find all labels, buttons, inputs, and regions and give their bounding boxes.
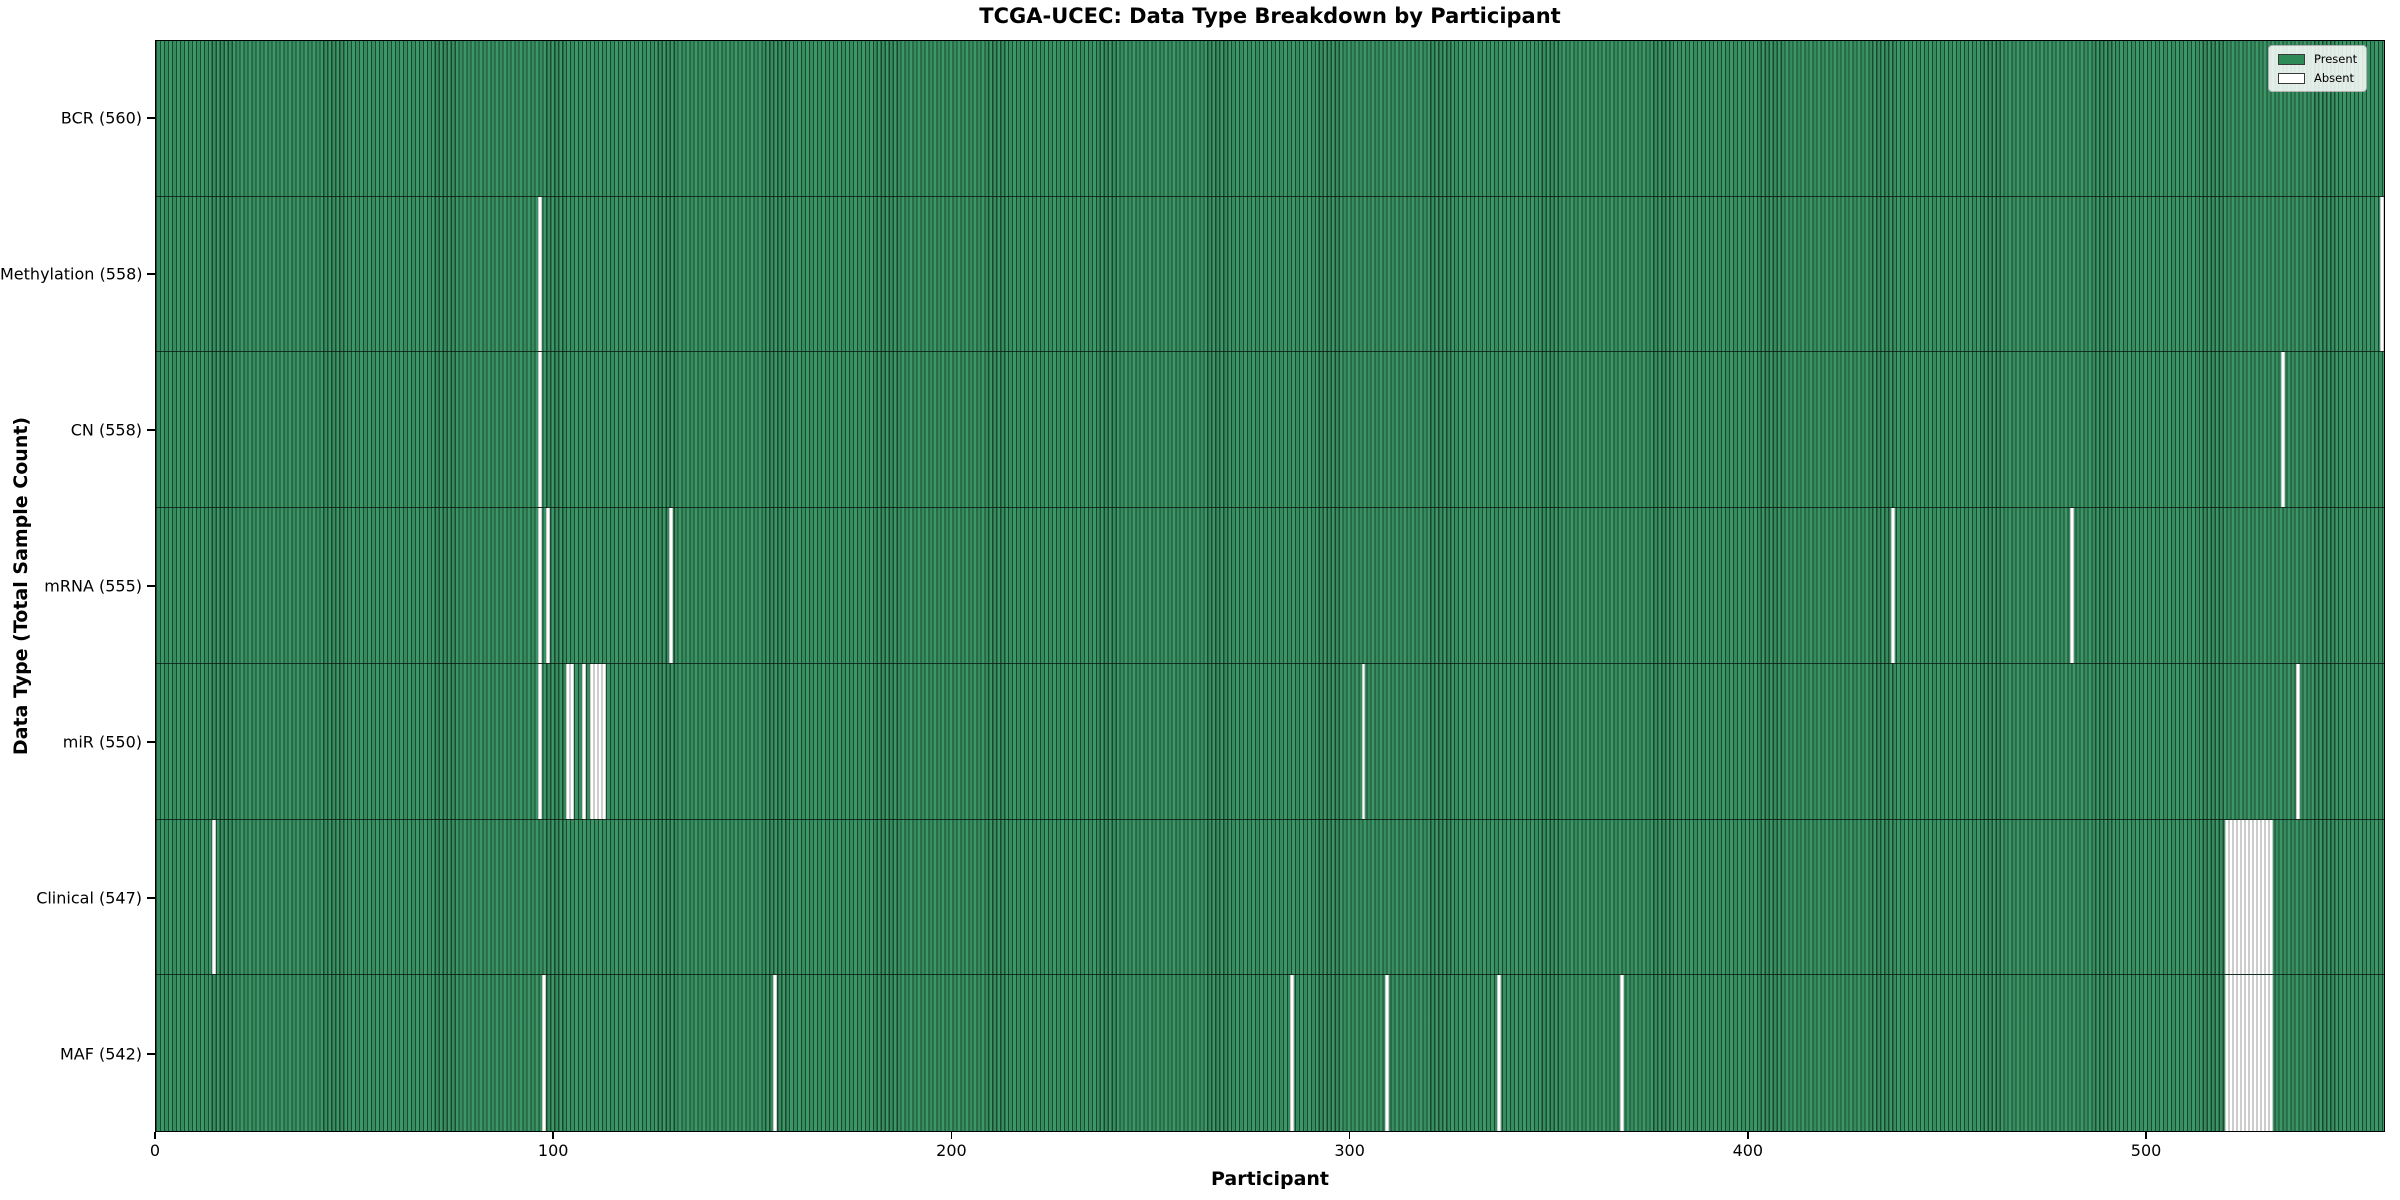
y-tick-label: mRNA (555) <box>44 576 142 596</box>
chart-row-mir <box>156 663 2384 820</box>
absent-marker <box>2256 975 2261 1131</box>
legend-label: Absent <box>2314 71 2355 85</box>
chart-row-mrna <box>156 508 2384 664</box>
absent-marker <box>2296 663 2301 819</box>
absent-marker <box>2244 975 2249 1131</box>
absent-marker <box>669 508 674 663</box>
y-tick-mark <box>147 741 155 743</box>
absent-marker <box>2224 975 2229 1131</box>
x-axis-label: Participant <box>1210 1168 1330 1190</box>
absent-marker <box>2224 819 2229 975</box>
absent-marker <box>537 196 542 352</box>
legend-swatch-present <box>2278 53 2305 65</box>
absent-marker <box>569 663 574 819</box>
absent-marker <box>537 508 542 663</box>
x-tick-mark <box>1747 1132 1749 1139</box>
absent-marker <box>1620 975 1625 1131</box>
absent-marker <box>537 352 542 508</box>
legend: Present Absent <box>2268 45 2368 92</box>
absent-marker <box>2232 975 2237 1131</box>
chart-row-methylation <box>156 196 2384 353</box>
absent-marker <box>2268 819 2273 975</box>
absent-marker <box>2236 975 2241 1131</box>
absent-marker <box>211 819 216 975</box>
x-tick-mark <box>1348 1132 1351 1139</box>
x-tick-label: 300 <box>1334 1141 1365 1160</box>
absent-marker <box>772 975 777 1131</box>
absent-marker <box>2228 819 2233 975</box>
y-tick-mark <box>147 897 155 899</box>
legend-entry: Present <box>2278 52 2357 66</box>
x-tick-mark <box>552 1132 554 1139</box>
absent-marker <box>2248 975 2253 1131</box>
y-tick-label: Clinical (547) <box>36 888 142 908</box>
absent-marker <box>537 663 542 819</box>
absent-marker <box>2069 508 2074 663</box>
x-tick-mark <box>950 1132 953 1139</box>
absent-marker <box>601 663 606 819</box>
y-tick-label: CN (558) <box>70 420 142 440</box>
absent-marker <box>2252 975 2257 1131</box>
chart-row-cn <box>156 352 2384 509</box>
x-tick-label: 400 <box>1732 1141 1764 1160</box>
absent-marker <box>2244 819 2249 975</box>
absent-marker <box>2268 975 2273 1131</box>
y-tick-mark <box>147 273 155 275</box>
y-tick-label: miR (550) <box>62 732 142 752</box>
chart-row-bcr <box>156 41 2384 197</box>
chart-row-maf <box>156 975 2384 1131</box>
absent-marker <box>565 663 570 819</box>
x-tick-label: 0 <box>149 1141 161 1160</box>
y-tick-label: MAF (542) <box>59 1044 142 1064</box>
absent-marker <box>1890 508 1895 663</box>
absent-marker <box>2252 819 2257 975</box>
legend-label: Present <box>2314 52 2358 66</box>
absent-marker <box>2232 819 2237 975</box>
absent-marker <box>2240 975 2245 1131</box>
absent-marker <box>541 975 546 1131</box>
legend-swatch-absent <box>2278 72 2305 84</box>
absent-marker <box>597 663 602 819</box>
absent-marker <box>2256 819 2261 975</box>
absent-marker <box>2280 352 2285 508</box>
absent-marker <box>1385 975 1390 1131</box>
absent-marker <box>2260 819 2265 975</box>
absent-marker <box>1361 663 1366 819</box>
absent-marker <box>545 508 550 663</box>
legend-entry: Absent <box>2278 71 2357 85</box>
absent-marker <box>1496 975 1501 1131</box>
x-tick-label: 200 <box>936 1141 967 1160</box>
y-tick-label: BCR (560) <box>60 108 142 128</box>
x-tick-mark <box>154 1132 156 1139</box>
y-tick-mark <box>147 585 155 587</box>
absent-marker <box>2240 819 2245 975</box>
absent-marker <box>2380 196 2384 352</box>
absent-marker <box>1289 975 1294 1131</box>
absent-marker <box>2264 975 2269 1131</box>
absent-marker <box>2264 819 2269 975</box>
y-tick-mark <box>147 117 155 119</box>
absent-marker <box>2260 975 2265 1131</box>
x-tick-label: 500 <box>2130 1141 2162 1160</box>
chart-title: TCGA-UCEC: Data Type Breakdown by Partic… <box>979 4 1561 28</box>
absent-marker <box>2228 975 2233 1131</box>
y-tick-mark <box>147 429 155 431</box>
absent-marker <box>581 663 586 819</box>
plot-area <box>155 40 2385 1132</box>
chart-row-clinical <box>156 819 2384 976</box>
absent-marker <box>2248 819 2253 975</box>
absent-marker <box>589 663 594 819</box>
y-tick-label: Methylation (558) <box>0 264 143 284</box>
absent-marker <box>2236 819 2241 975</box>
x-tick-mark <box>2145 1132 2147 1139</box>
y-tick-mark <box>147 1053 155 1055</box>
absent-marker <box>593 663 598 819</box>
x-tick-label: 100 <box>537 1141 569 1160</box>
